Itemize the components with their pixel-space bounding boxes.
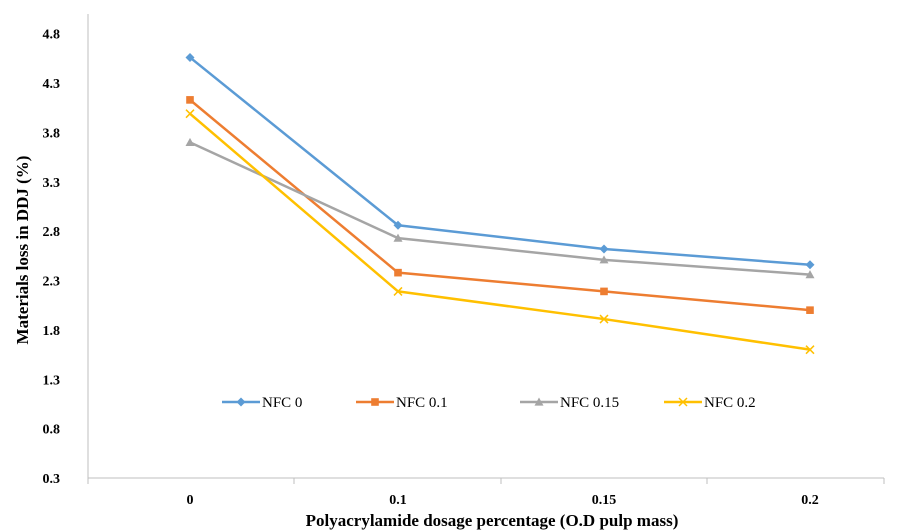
y-tick-label: 2.8 <box>43 225 61 240</box>
series-line <box>189 56 811 267</box>
data-point <box>371 398 379 406</box>
y-axis-title: Materials loss in DDJ (%) <box>13 156 32 345</box>
data-point-stroke <box>805 345 815 355</box>
y-tick-label: 4.8 <box>43 28 61 43</box>
data-point <box>678 397 688 407</box>
x-tick-label: 0.15 <box>592 493 617 508</box>
data-point <box>236 397 246 407</box>
legend-label: NFC 0.15 <box>560 395 619 411</box>
series-nfc-0-1 <box>186 96 814 314</box>
data-point <box>394 268 402 277</box>
data-point <box>805 270 815 279</box>
data-point <box>185 52 195 62</box>
data-point <box>393 233 403 242</box>
data-point <box>393 286 403 296</box>
series-nfc-0-15 <box>185 137 815 279</box>
data-point <box>600 287 608 296</box>
data-point-stroke <box>599 314 609 324</box>
legend-item: NFC 0.2 <box>664 395 756 411</box>
legend-item: NFC 0.15 <box>520 395 619 411</box>
y-tick-label: 1.3 <box>43 373 61 388</box>
y-tick-label: 3.3 <box>43 176 61 191</box>
data-point-stroke <box>393 286 403 296</box>
y-tick-label: 1.8 <box>43 324 61 339</box>
data-point <box>599 314 609 324</box>
series-line <box>189 112 811 351</box>
series-nfc-0 <box>185 52 815 270</box>
series-nfc-0-2 <box>185 109 815 355</box>
data-point <box>805 345 815 355</box>
data-point <box>599 244 609 254</box>
series-group <box>185 52 815 355</box>
data-point <box>185 137 195 146</box>
data-point <box>186 96 194 104</box>
x-tick-label: 0 <box>187 493 194 508</box>
legend: NFC 0 NFC 0.1 NFC 0.15 NFC 0.2 <box>222 395 756 411</box>
data-point-stroke <box>185 109 195 119</box>
data-point-stroke <box>678 397 688 407</box>
data-point <box>599 255 609 264</box>
x-tick-label: 0.1 <box>389 493 407 508</box>
y-tick-label: 2.3 <box>43 275 61 290</box>
series-line <box>189 141 811 276</box>
y-tick-label: 0.8 <box>43 423 61 438</box>
data-point <box>393 220 403 230</box>
y-tick-label: 4.3 <box>43 77 61 92</box>
legend-label: NFC 0 <box>262 395 302 411</box>
series-line <box>189 98 811 312</box>
legend-label: NFC 0.2 <box>704 395 756 411</box>
data-point <box>185 109 195 119</box>
legend-item: NFC 0.1 <box>356 395 448 411</box>
x-tick-label: 0.2 <box>801 493 819 508</box>
x-axis-title: Polyacrylamide dosage percentage (O.D pu… <box>306 511 679 530</box>
tick-labels: 0.3 0.8 1.3 1.8 2.3 2.8 3.3 3.8 4.3 4.8 0 0.1 0.15 0.… <box>43 28 819 508</box>
legend-item: NFC 0 <box>222 395 302 411</box>
y-tick-label: 0.3 <box>43 472 61 487</box>
legend-label: NFC 0.1 <box>396 395 448 411</box>
data-point <box>806 306 814 314</box>
data-point <box>534 397 544 406</box>
axes <box>87 14 885 484</box>
data-point <box>805 260 815 270</box>
y-tick-label: 3.8 <box>43 126 61 141</box>
